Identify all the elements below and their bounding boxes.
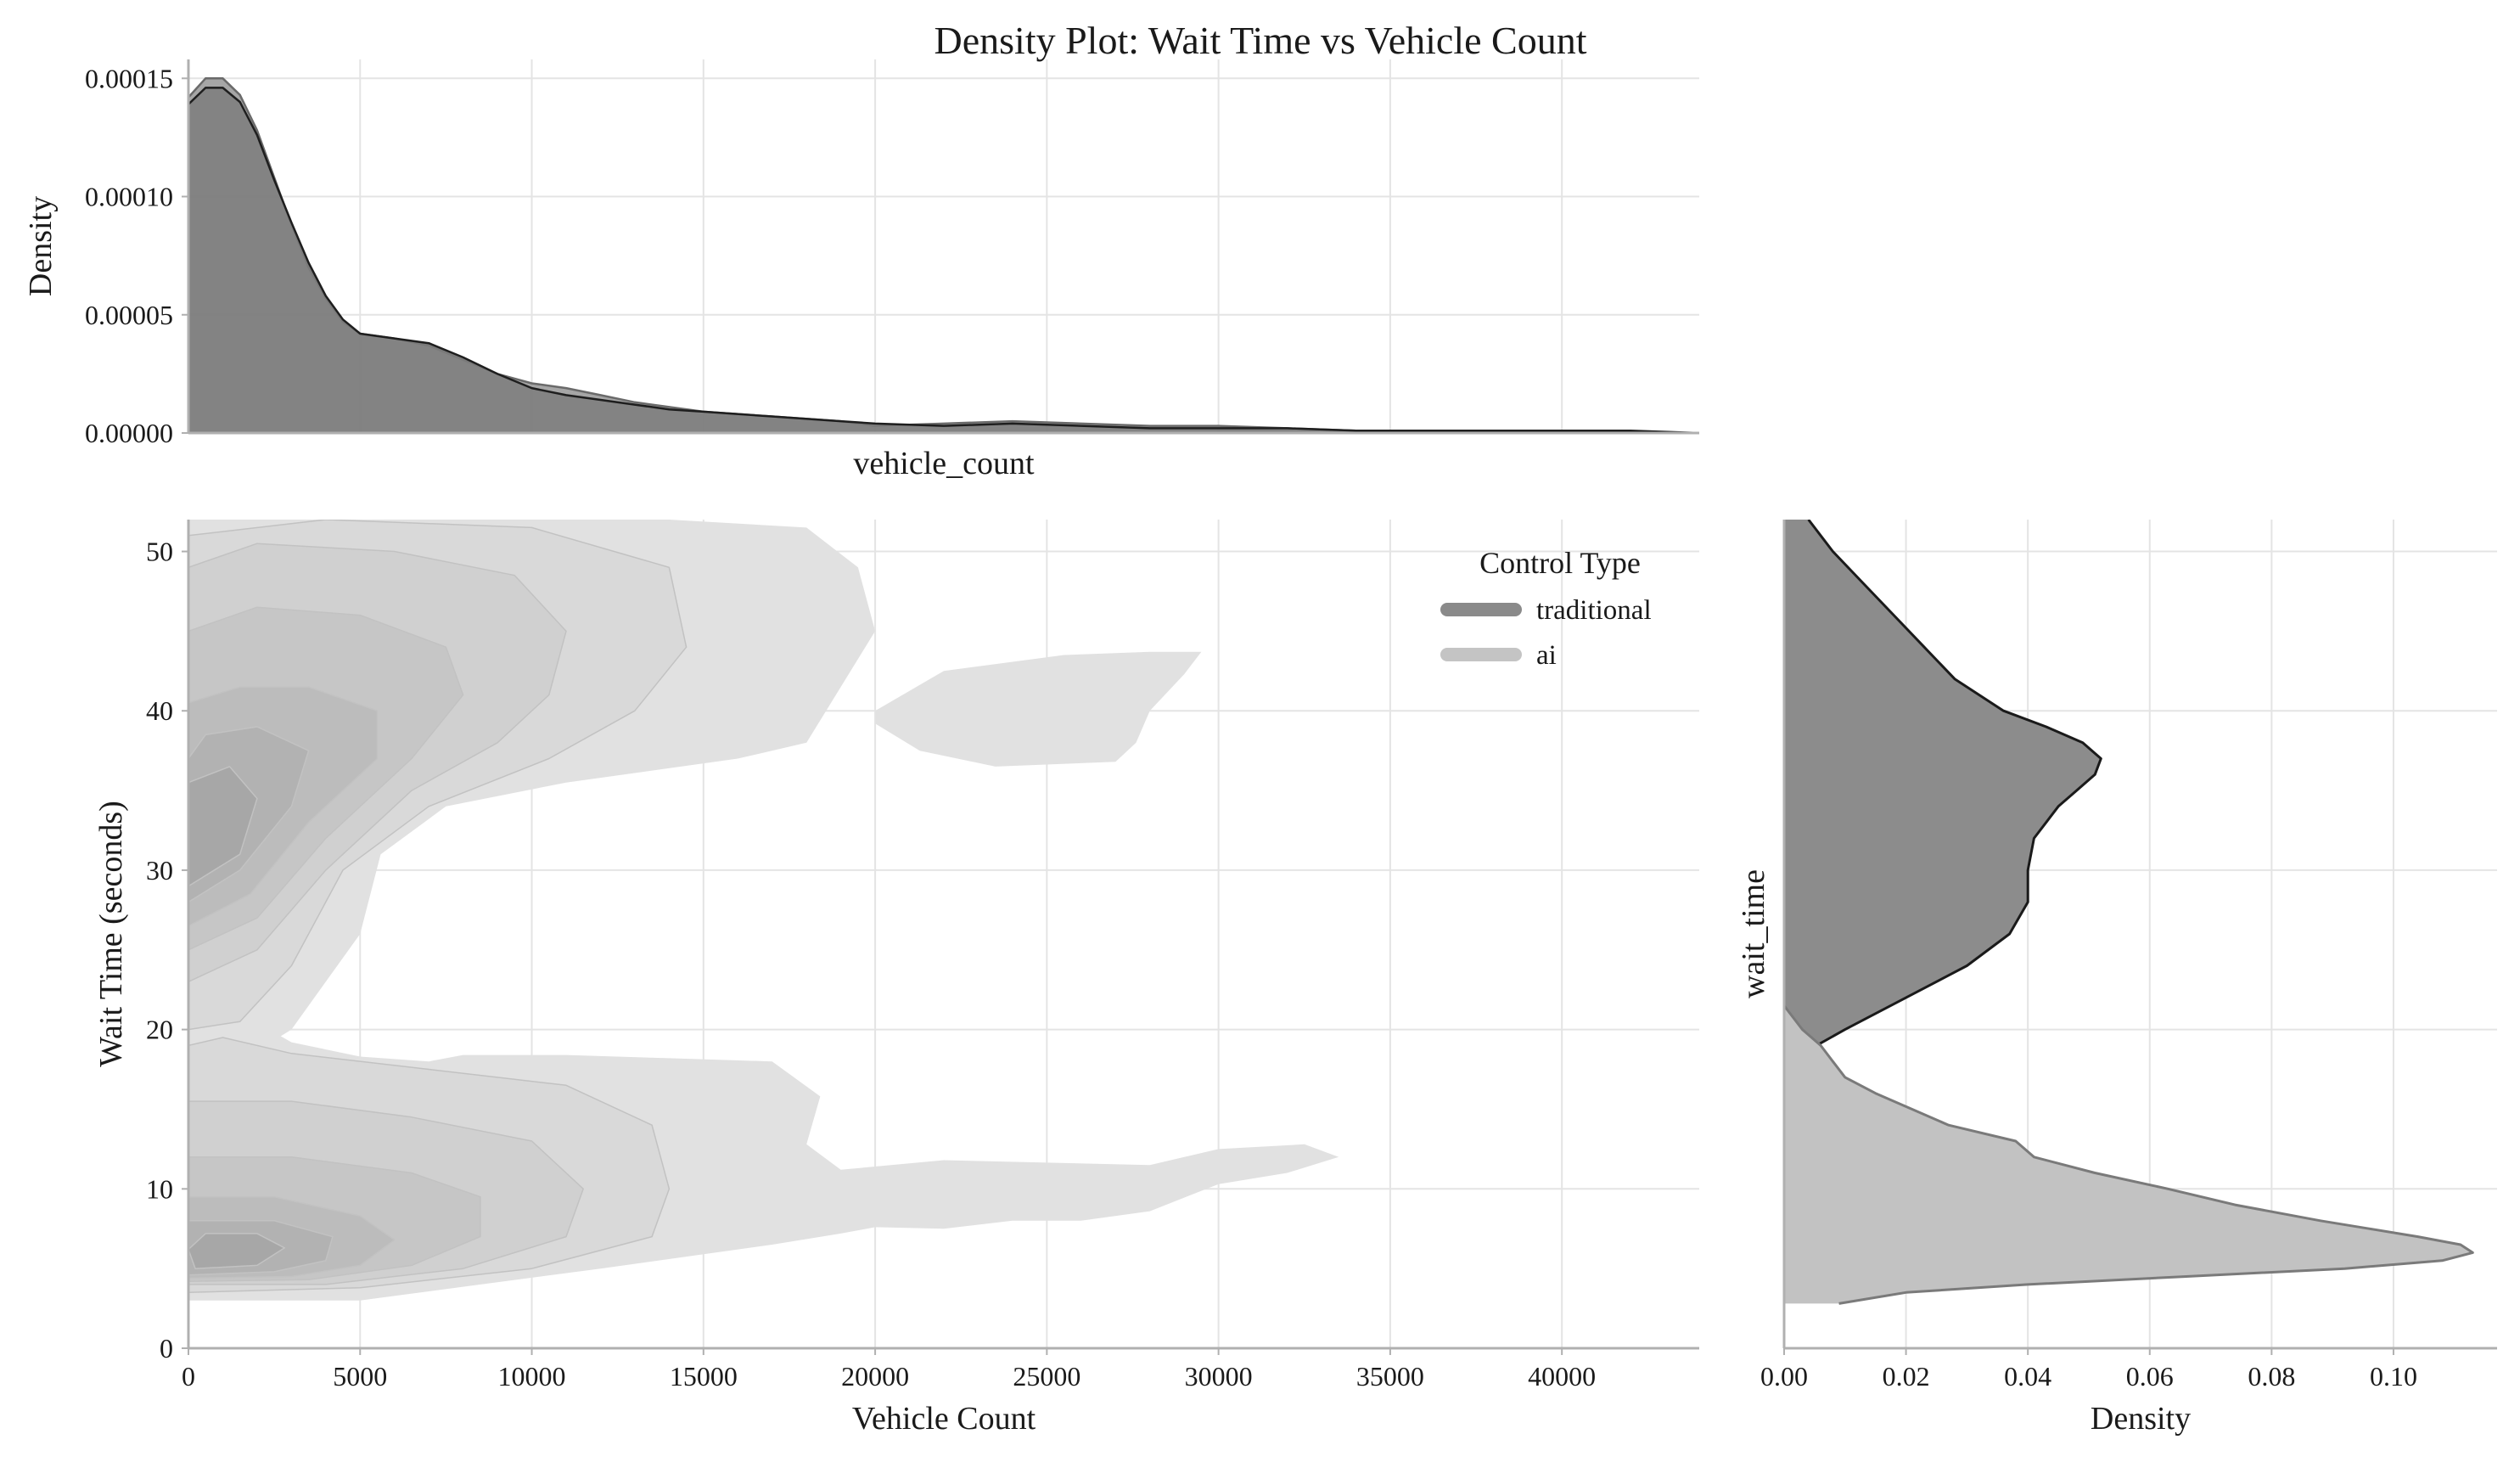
joint-y-tick-label: 30 [146, 855, 173, 886]
joint-y-tick-label: 40 [146, 695, 173, 726]
joint-x-tick-label: 30000 [1185, 1361, 1253, 1392]
legend-title: Control Type [1479, 546, 1641, 580]
top-x-axis-label: vehicle_count [853, 446, 1035, 481]
right-x-tick-label: 0.02 [1883, 1361, 1930, 1392]
joint-y-tick-label: 20 [146, 1015, 173, 1045]
right-kde-area-traditional [1784, 520, 2102, 1070]
top-y-tick-label: 0.00010 [85, 182, 173, 212]
joint-x-tick-label: 25000 [1013, 1361, 1080, 1392]
joint-x-tick-label: 10000 [498, 1361, 566, 1392]
right-marginal-panel: 0.00 0.02 0.04 0.06 0.08 0.10 Density wait_ti… [1736, 520, 2497, 1437]
top-y-tick-label: 0.00005 [85, 300, 173, 330]
top-kde-line-traditional [188, 87, 1699, 433]
right-x-tick-label: 0.04 [2004, 1361, 2051, 1392]
kde-contour-traditional-level-6-8 [188, 766, 258, 887]
right-kde-area-ai [1784, 1005, 2473, 1304]
joint-y-tick-label: 0 [160, 1333, 173, 1364]
right-x-tick-label: 0.10 [2370, 1361, 2417, 1392]
joint-y-axis-label: Wait Time (seconds) [93, 801, 129, 1067]
top-y-tick-label: 0.00000 [85, 418, 173, 448]
right-kde-line-ai [1784, 1004, 2474, 1305]
top-y-axis-label: Density [23, 196, 59, 296]
joint-x-axis-label: Vehicle Count [852, 1401, 1036, 1437]
joint-y-tick-label: 10 [146, 1173, 173, 1204]
joint-kde-panel: 0 5000 10000 15000 20000 25000 30000 35000 40000… [93, 520, 1699, 1437]
legend-label-ai: ai [1536, 640, 1557, 671]
legend-label-traditional: traditional [1536, 595, 1652, 626]
joint-x-tick-label: 20000 [841, 1361, 909, 1392]
joint-x-tick-label: 15000 [670, 1361, 738, 1392]
top-kde-area-traditional [188, 87, 1699, 433]
right-x-tick-label: 0.00 [1760, 1361, 1808, 1392]
top-y-tick-label: 0.00015 [85, 63, 173, 93]
right-x-tick-label: 0.06 [2126, 1361, 2174, 1392]
chart-title: Density Plot: Wait Time vs Vehicle Count [934, 19, 1587, 62]
legend: Control Type traditional ai [1440, 546, 1652, 671]
joint-x-tick-label: 5000 [333, 1361, 387, 1392]
right-x-axis-label: Density [2091, 1401, 2191, 1437]
right-y-axis-label: wait_time [1736, 869, 1771, 998]
kde-contour-traditional-level-0-1 [875, 651, 1202, 767]
joint-x-tick-label: 35000 [1356, 1361, 1424, 1392]
joint-x-tick-label: 0 [182, 1361, 195, 1392]
kde-contour-ai-level-6-14 [188, 1233, 286, 1269]
joint-y-tick-label: 50 [146, 537, 173, 567]
right-x-tick-label: 0.08 [2248, 1361, 2295, 1392]
right-kde-line-traditional [1789, 520, 2102, 1071]
joint-x-tick-label: 40000 [1528, 1361, 1596, 1392]
top-marginal-panel: 0.00000 0.00005 0.00010 0.00015 vehicle_cou… [23, 59, 1699, 481]
